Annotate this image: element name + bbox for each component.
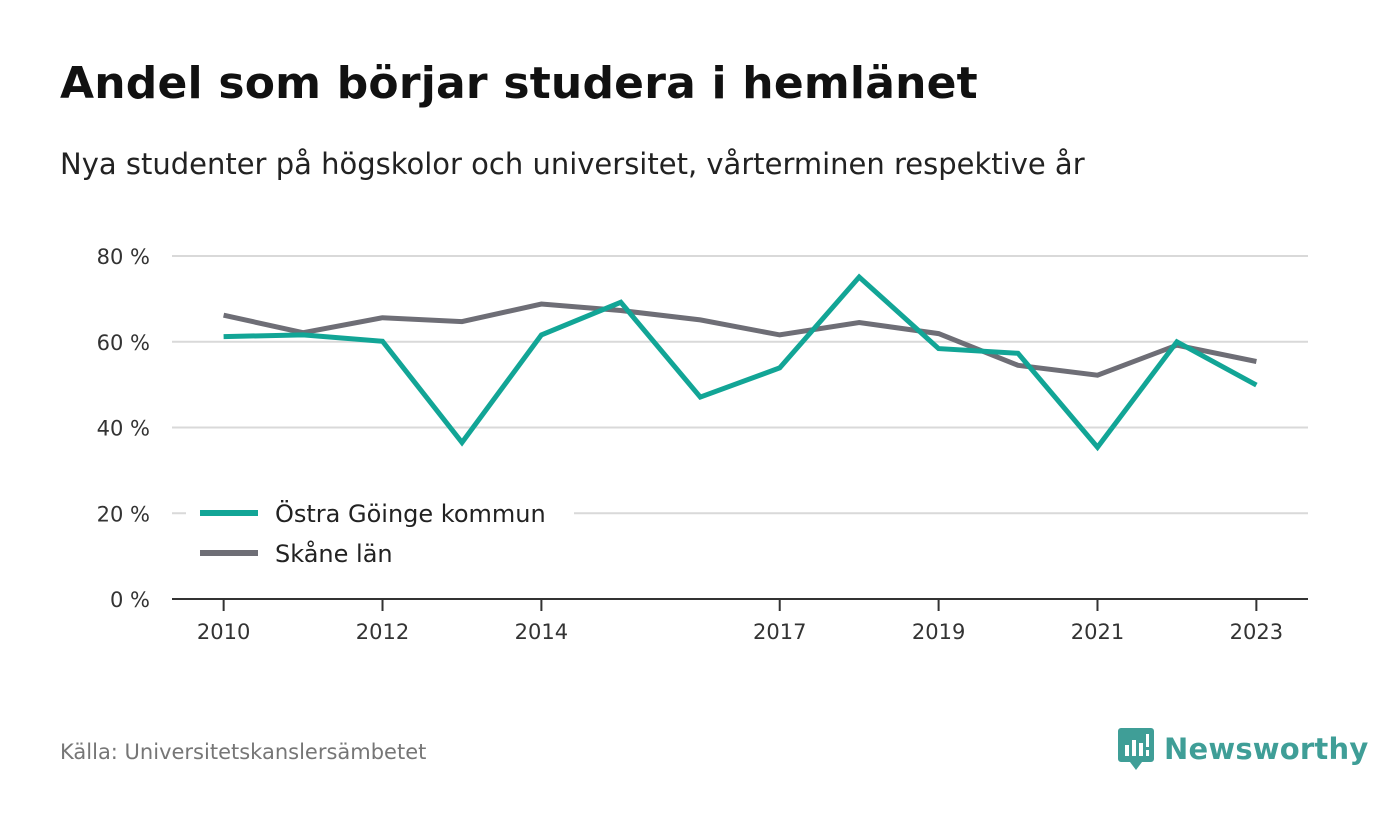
chart-subtitle: Nya studenter på högskolor och universit…: [60, 147, 1085, 181]
legend-label: Östra Göinge kommun: [275, 499, 546, 528]
x-tick-label: 2012: [356, 620, 409, 644]
x-axis: 2010 2012 2014 2017 2019 2021 2023: [172, 598, 1308, 644]
y-tick-label: 60 %: [97, 331, 150, 355]
brand-logo: Newsworthy: [1118, 728, 1368, 770]
x-tick-label: 2014: [515, 620, 568, 644]
legend-background: [186, 492, 574, 578]
series-line-skane: [223, 301, 1257, 378]
y-tick-label: 0 %: [110, 588, 150, 612]
x-tick-label: 2017: [753, 620, 806, 644]
newsworthy-logo-icon: [1118, 728, 1154, 770]
y-tick-label: 40 %: [97, 417, 150, 441]
y-axis-ticks: 0 % 20 % 40 % 60 % 80 %: [97, 245, 150, 612]
legend: Östra Göinge kommun Skåne län: [186, 492, 574, 578]
chart-title: Andel som börjar studera i hemlänet: [60, 58, 978, 109]
x-tick-label: 2023: [1230, 620, 1283, 644]
y-tick-label: 20 %: [97, 502, 150, 526]
y-tick-label: 80 %: [97, 245, 150, 269]
x-tick-label: 2021: [1071, 620, 1124, 644]
x-tick-label: 2010: [197, 620, 250, 644]
legend-label: Skåne län: [275, 539, 393, 568]
series-lines: [223, 273, 1258, 452]
x-tick-label: 2019: [912, 620, 965, 644]
brand-name: Newsworthy: [1164, 732, 1369, 766]
source-note: Källa: Universitetskanslersämbetet: [60, 740, 427, 764]
series-line-ostra-goinge: [223, 273, 1258, 452]
